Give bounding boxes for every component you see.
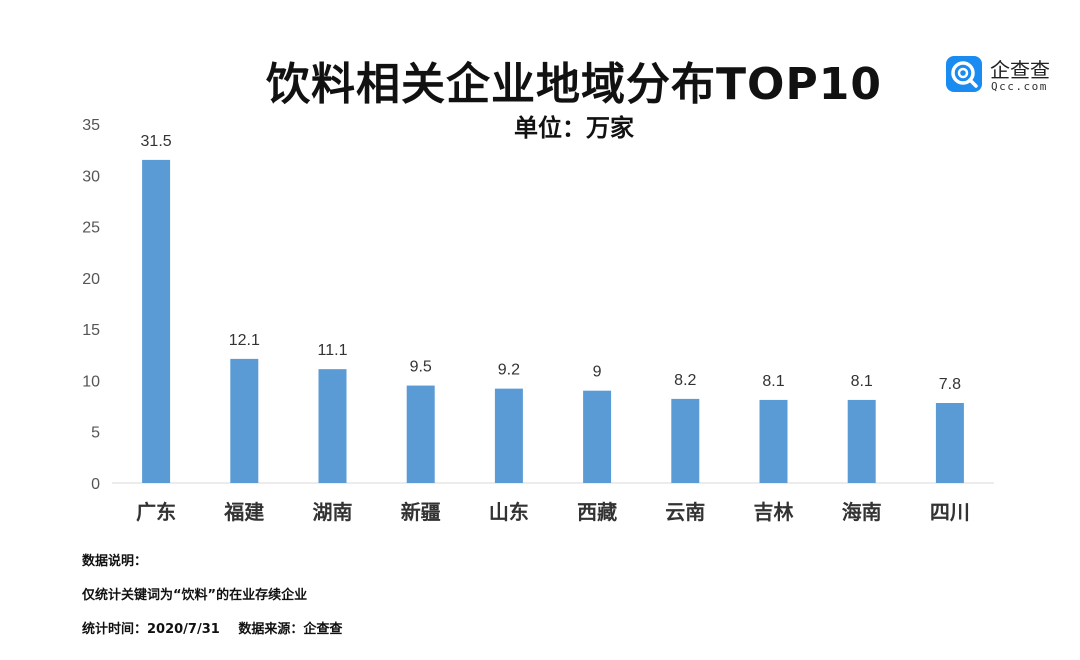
bar [142,159,171,483]
y-tick-label: 35 [82,117,100,134]
bar [494,388,523,483]
bar [230,358,259,483]
bar [847,399,876,483]
bar [583,390,612,483]
y-tick-label: 0 [91,476,100,493]
bar [935,402,964,483]
qcc-logo-icon [946,56,982,92]
y-tick-label: 30 [82,168,100,185]
data-label: 7.8 [939,376,961,393]
bar [406,385,435,483]
category-label: 福建 [223,500,264,524]
logo-domain: Qcc.com [991,80,1048,93]
notes-heading: 数据说明： [82,554,148,569]
bar [759,399,788,483]
data-notes: 数据说明： 仅统计关键词为“饮料”的在业存续企业 统计时间：2020/7/31 … [82,554,342,656]
category-label: 广东 [136,500,176,524]
chart-subtitle: 单位：万家 [514,114,634,142]
notes-time: 统计时间：2020/7/31 [82,622,220,637]
category-label: 山东 [489,500,529,524]
data-label: 12.1 [229,332,260,349]
data-label: 8.1 [762,373,784,390]
category-label: 新疆 [401,500,441,524]
category-label: 云南 [665,500,705,524]
category-label: 四川 [930,500,970,524]
category-label: 湖南 [313,500,353,524]
data-label: 11.1 [318,342,348,359]
category-label: 海南 [842,500,882,524]
brand-logo: 企查查 Qcc.com [946,56,1064,94]
y-tick-label: 20 [82,271,100,288]
data-label: 9.5 [410,359,432,376]
category-label: 西藏 [577,500,617,524]
chart-title: 饮料相关企业地域分布TOP10 [266,59,882,110]
y-tick-label: 10 [82,373,100,390]
notes-scope: 仅统计关键词为“饮料”的在业存续企业 [82,588,308,603]
bar [671,398,700,483]
notes-source: 数据来源：企查查 [238,622,343,637]
data-label: 9 [593,364,602,381]
y-tick-label: 25 [82,220,100,237]
category-label: 吉林 [754,500,794,524]
notes-meta: 统计时间：2020/7/31 数据来源：企查查 [82,622,342,656]
data-label: 31.5 [141,133,172,150]
logo-name: 企查查 [990,58,1050,82]
bar [318,369,347,483]
data-label: 8.2 [674,372,696,389]
bar-chart: 0 5 10 15 20 25 30 35 31.5 广东 12.1 福建 11.1 湖南 9.5 新疆 9.2… [82,117,994,524]
y-tick-label: 5 [91,425,100,442]
data-label: 8.1 [851,373,873,390]
data-label: 9.2 [498,362,520,379]
y-tick-label: 15 [82,322,100,339]
